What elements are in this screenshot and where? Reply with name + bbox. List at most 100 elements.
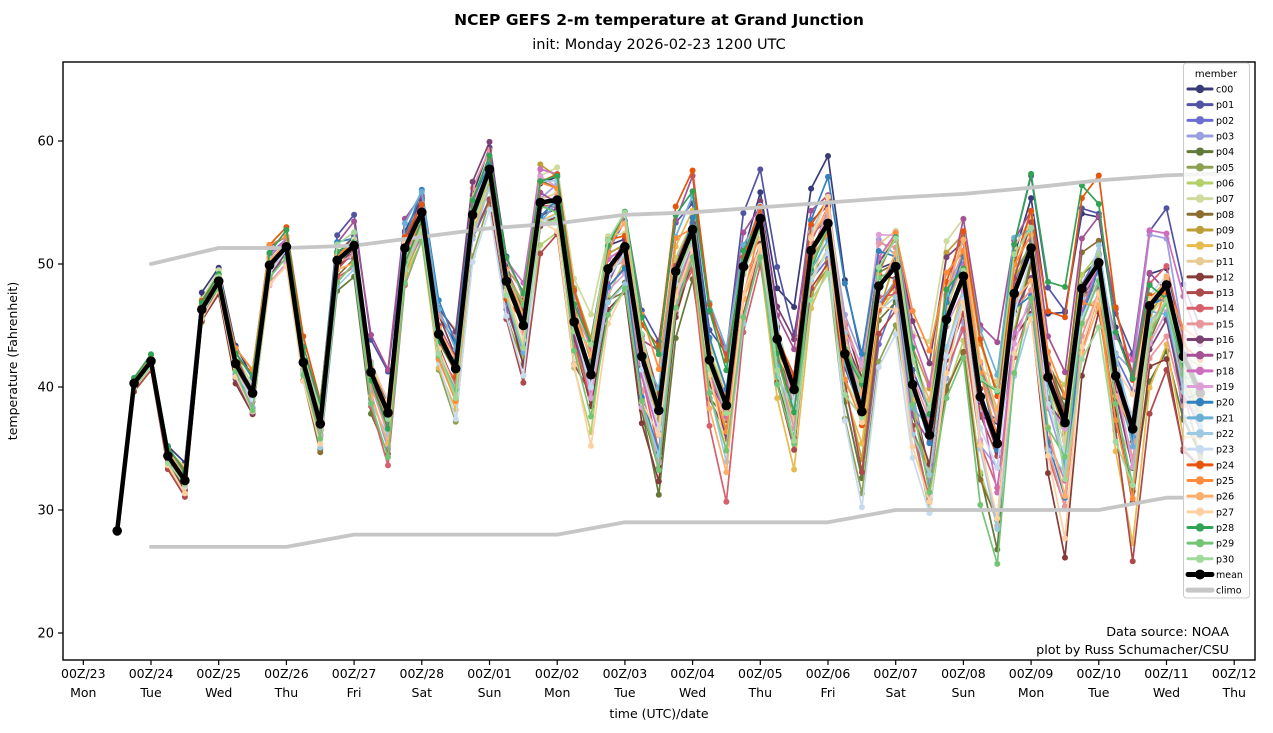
- member-marker-p13: [1129, 558, 1136, 565]
- mean-marker: [1127, 424, 1138, 434]
- member-marker-p10: [1146, 384, 1153, 391]
- legend-swatch-marker-p27: [1195, 507, 1205, 517]
- member-marker-p30: [1112, 438, 1119, 445]
- member-marker-p29: [655, 467, 662, 473]
- member-marker-p30: [841, 391, 848, 398]
- member-marker-p29: [385, 454, 391, 461]
- member-marker-p23: [1045, 400, 1051, 407]
- x-tick-label-day: Mon: [1018, 685, 1044, 700]
- member-marker-p18: [537, 166, 544, 173]
- y-axis-ticks: 20 30 40 50 60: [37, 135, 63, 642]
- member-marker-p28: [740, 247, 747, 254]
- mean-marker: [349, 240, 359, 251]
- member-marker-p27: [926, 498, 933, 505]
- legend-entry-p19: p19: [1186, 382, 1234, 393]
- legend-label-p22: p22: [1216, 429, 1234, 440]
- member-marker-p17: [1146, 269, 1153, 276]
- mean-marker: [755, 213, 766, 224]
- mean-marker: [620, 242, 630, 252]
- mean-marker: [806, 245, 816, 256]
- member-marker-p20: [875, 248, 882, 254]
- legend-swatch-marker-p26: [1195, 491, 1205, 501]
- member-marker-p29: [740, 314, 747, 321]
- member-marker-p26: [977, 358, 984, 365]
- member-marker-p24: [1112, 304, 1119, 311]
- mean-marker: [1026, 243, 1036, 253]
- y-tick-label: 50: [37, 258, 54, 273]
- x-tick-label-time: 00Z/28: [400, 666, 445, 681]
- legend-swatch-marker-p21: [1195, 413, 1205, 423]
- legend-label-p08: p08: [1216, 210, 1234, 221]
- member-marker-p27: [858, 419, 865, 426]
- x-tick-label-time: 00Z/02: [535, 666, 580, 681]
- mean-marker: [163, 451, 173, 461]
- member-marker-p19: [1062, 425, 1068, 432]
- member-marker-p19: [588, 395, 594, 402]
- legend-swatch-marker-p15: [1195, 319, 1205, 329]
- legend-entry-p08: p08: [1186, 210, 1234, 221]
- mean-marker: [1110, 371, 1121, 381]
- member-marker-p13: [858, 469, 865, 476]
- member-marker-p29: [960, 354, 967, 361]
- member-marker-p08: [1095, 237, 1102, 244]
- member-marker-p28: [266, 249, 273, 256]
- member-marker-p24: [1062, 314, 1068, 321]
- member-marker-p24: [1028, 207, 1035, 214]
- member-marker-p09: [537, 161, 544, 168]
- member-marker-p25: [909, 308, 916, 314]
- member-marker-p01: [740, 210, 747, 217]
- member-marker-p30: [723, 410, 730, 417]
- legend-label-p15: p15: [1216, 319, 1234, 330]
- mean-marker: [315, 419, 326, 429]
- x-tick-label-day: Thu: [1221, 685, 1245, 700]
- mean-marker: [721, 400, 732, 411]
- legend-label-p10: p10: [1216, 241, 1234, 252]
- member-marker-p30: [875, 264, 882, 271]
- mean-marker: [670, 266, 681, 277]
- x-tick-label-day: Fri: [821, 685, 836, 700]
- member-marker-p29: [1011, 370, 1018, 376]
- legend-swatch-marker-p17: [1195, 351, 1205, 360]
- mean-marker: [518, 320, 529, 331]
- member-marker-p23: [503, 313, 510, 320]
- legend-label-mean: mean: [1216, 570, 1243, 581]
- legend-entry-p21: p21: [1186, 413, 1234, 424]
- legend-title: member: [1195, 69, 1238, 80]
- member-marker-p22: [605, 299, 611, 306]
- climo-upper-line: [149, 171, 1237, 266]
- legend-entry-p13: p13: [1186, 288, 1234, 299]
- legend-entry-p04: p04: [1186, 147, 1234, 158]
- mean-marker: [484, 164, 495, 175]
- legend-swatch-marker-p11: [1195, 257, 1205, 266]
- legend-entry-p07: p07: [1186, 194, 1234, 205]
- member-marker-p12: [655, 478, 662, 485]
- legend-entry-mean: mean: [1185, 569, 1243, 581]
- member-marker-p10: [858, 440, 865, 447]
- mean-marker: [467, 210, 478, 220]
- member-marker-p30: [503, 292, 510, 299]
- legend-swatch-marker-p28: [1195, 523, 1205, 532]
- member-marker-p28: [385, 425, 391, 432]
- x-tick-label-day: Sat: [885, 685, 906, 700]
- member-marker-p28: [1045, 278, 1051, 285]
- member-marker-p25: [943, 269, 950, 276]
- member-marker-p29: [926, 489, 933, 496]
- mean-marker: [129, 378, 139, 389]
- member-marker-p24: [808, 221, 815, 228]
- legend-label-c00: c00: [1216, 85, 1233, 96]
- member-marker-p28: [689, 188, 696, 195]
- legend-swatch-marker-p03: [1195, 131, 1205, 141]
- member-marker-p22: [1095, 242, 1102, 249]
- y-axis-label: temperature (Fahrenheit): [5, 282, 20, 440]
- x-tick-label-time: 00Z/26: [264, 666, 309, 681]
- y-tick-label: 20: [37, 627, 54, 642]
- member-marker-p27: [317, 440, 324, 447]
- mean-marker: [450, 363, 461, 374]
- mean-marker: [907, 379, 918, 390]
- member-marker-p20: [825, 173, 831, 180]
- member-marker-p01: [351, 211, 358, 218]
- member-marker-p21: [401, 220, 408, 227]
- member-marker-p08: [977, 476, 984, 483]
- mean-marker: [1144, 301, 1155, 311]
